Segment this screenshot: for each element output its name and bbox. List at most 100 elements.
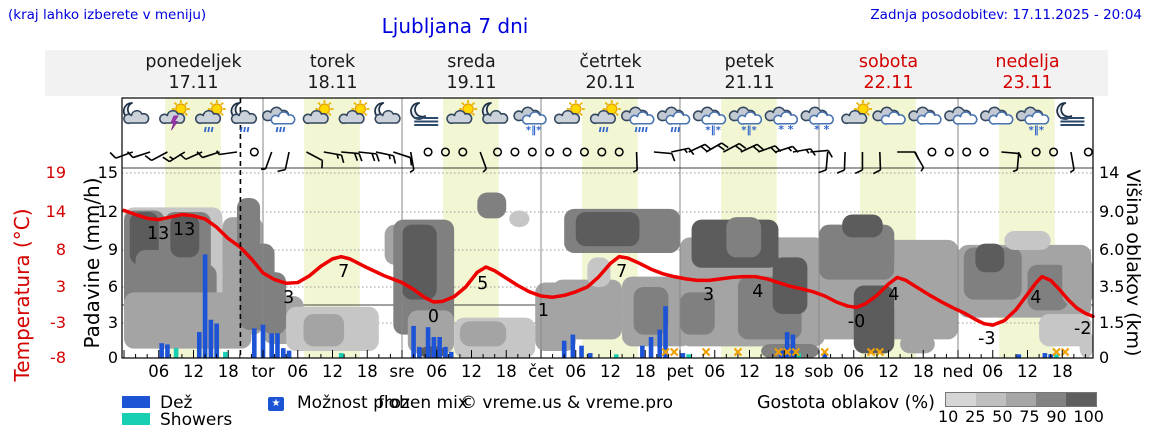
temp-tick-label: 8 bbox=[55, 240, 66, 259]
shower-chance-label: Možnost ploh bbox=[297, 393, 410, 413]
day-name: sreda bbox=[447, 52, 496, 72]
weather-icon bbox=[872, 106, 906, 125]
temp-tick-label: -8 bbox=[50, 348, 66, 367]
cloud-density-scale-segment bbox=[976, 393, 1006, 406]
weather-icon bbox=[980, 106, 1014, 125]
day-column: ponedeljek 17.11 bbox=[124, 52, 263, 94]
weather-icon bbox=[262, 106, 296, 133]
cloud-tick-label: 9.0 bbox=[1099, 202, 1125, 221]
cloud-tick-label: 6.0 bbox=[1099, 240, 1125, 259]
last-update: Zadnja posodobitev: 17.11.2025 - 20:04 bbox=[870, 7, 1142, 23]
day-column: torek 18.11 bbox=[263, 52, 402, 94]
weather-icon bbox=[656, 106, 691, 133]
weather-icon: *‖* bbox=[513, 106, 547, 136]
time-label: 18 bbox=[495, 362, 517, 381]
time-label: 06 bbox=[982, 362, 1004, 381]
rain-legend-swatch bbox=[122, 396, 150, 408]
day-date: 21.11 bbox=[724, 73, 775, 93]
cloud-tick-label: 1.5 bbox=[1099, 313, 1125, 332]
time-label: 06 bbox=[704, 362, 726, 381]
shower-chance-star-icon: ★ bbox=[268, 397, 284, 411]
weather-icon: *‖* bbox=[728, 106, 763, 136]
time-label: 06 bbox=[426, 362, 448, 381]
time-label: tor bbox=[251, 362, 275, 381]
cloud-density-scale-tick: 50 bbox=[992, 407, 1013, 426]
weather-icon bbox=[621, 106, 655, 133]
weather-icon bbox=[410, 102, 439, 126]
day-date: 22.11 bbox=[863, 73, 914, 93]
cloud-density-scale-segment bbox=[1036, 393, 1066, 406]
time-label: 18 bbox=[773, 362, 795, 381]
frozen-mix-label: frozen mix bbox=[378, 393, 468, 413]
time-label: 18 bbox=[356, 362, 378, 381]
time-label: 12 bbox=[322, 362, 343, 381]
temperature-annotation: 4 bbox=[1030, 287, 1042, 308]
time-label: 18 bbox=[1051, 362, 1073, 381]
weather-icon: * * bbox=[800, 106, 834, 136]
weather-icon bbox=[944, 106, 978, 125]
weather-icon bbox=[553, 100, 585, 125]
weather-icon bbox=[338, 100, 370, 125]
day-header-strip bbox=[45, 50, 1108, 96]
day-name: nedelja bbox=[995, 52, 1060, 72]
day-date: 20.11 bbox=[585, 73, 636, 93]
weather-icon bbox=[194, 100, 226, 133]
day-column: nedelja 23.11 bbox=[958, 52, 1097, 94]
cloud-tick-label: 3.5 bbox=[1099, 277, 1125, 296]
temperature-annotation: -3 bbox=[978, 328, 996, 349]
menu-hint: (kraj lahko izberete v meniju) bbox=[8, 7, 207, 23]
showers-legend-label: Showers bbox=[160, 410, 233, 430]
time-label: 18 bbox=[634, 362, 656, 381]
time-label: 12 bbox=[461, 362, 482, 381]
cloud-density-label: Gostota oblakov (%) bbox=[757, 393, 935, 413]
weather-icon: *‖* bbox=[692, 106, 727, 136]
time-label: 12 bbox=[1017, 362, 1038, 381]
precip-tick-label: 9 bbox=[107, 240, 118, 259]
time-label: 12 bbox=[183, 362, 204, 381]
day-column: sreda 19.11 bbox=[402, 52, 541, 94]
temperature-line bbox=[122, 208, 1095, 327]
time-label: 06 bbox=[843, 362, 865, 381]
temperature-annotation: -2 bbox=[1074, 319, 1092, 340]
weather-icon bbox=[1056, 102, 1085, 126]
time-label: 06 bbox=[148, 362, 170, 381]
precip-bars bbox=[159, 254, 1059, 358]
credit-link[interactable]: © vreme.us & vreme.pro bbox=[460, 393, 674, 413]
cloud-density-scale bbox=[945, 392, 1097, 407]
day-name: ponedeljek bbox=[145, 52, 242, 72]
temperature-annotation: 4 bbox=[888, 284, 900, 305]
weather-icon bbox=[122, 102, 150, 125]
day-boundaries bbox=[262, 98, 959, 358]
cloud-tick-label: 0 bbox=[1099, 348, 1110, 367]
day-name: sobota bbox=[858, 52, 919, 72]
svg-text:*‖*: *‖* bbox=[705, 125, 721, 136]
time-label: 06 bbox=[565, 362, 587, 381]
temp-tick-label: 3 bbox=[55, 277, 66, 296]
time-label: 18 bbox=[217, 362, 239, 381]
temperature-annotation: 13 bbox=[173, 220, 196, 241]
weather-icon bbox=[589, 100, 621, 133]
wind-barbs bbox=[109, 142, 1093, 175]
weather-icon bbox=[302, 100, 334, 125]
weather-icon bbox=[908, 106, 942, 125]
day-date: 17.11 bbox=[168, 73, 219, 93]
time-label: 12 bbox=[878, 362, 899, 381]
cloud-density-scale-segment bbox=[1066, 393, 1096, 406]
time-label: sob bbox=[804, 362, 834, 381]
cloud-density-scale-tick: 10 bbox=[938, 407, 959, 426]
temp-tick-label: 14 bbox=[45, 202, 66, 221]
cloud-density-scale-segment bbox=[946, 393, 976, 406]
temp-tick-label: -3 bbox=[50, 313, 66, 332]
time-label: 12 bbox=[739, 362, 760, 381]
weather-icon bbox=[159, 100, 190, 131]
day-date: 19.11 bbox=[446, 73, 497, 93]
weather-icon bbox=[374, 102, 401, 125]
weather-icons: *‖* *‖* *‖* * * * * *‖* bbox=[122, 100, 1085, 136]
time-label: ned bbox=[942, 362, 974, 381]
svg-text:* *: * * bbox=[814, 123, 830, 136]
weather-icon bbox=[230, 102, 258, 133]
time-label: 12 bbox=[600, 362, 621, 381]
temperature-annotation: -0 bbox=[847, 312, 866, 332]
